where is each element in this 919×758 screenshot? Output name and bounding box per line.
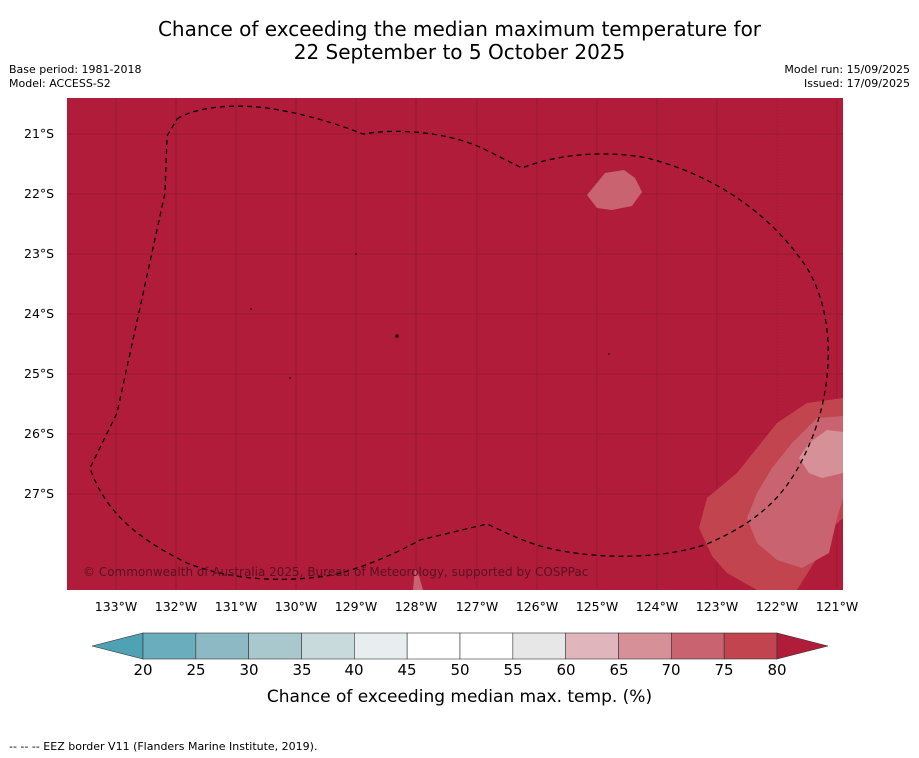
lat-tick-21s: 21°S — [24, 126, 55, 141]
contour-70-patch-south — [413, 568, 423, 590]
lon-tick-129w: 129°W — [334, 599, 378, 614]
colorbar-tick-55: 55 — [503, 661, 523, 679]
colorbar-segment — [671, 632, 725, 660]
lat-tick-26s: 26°S — [24, 426, 55, 441]
lon-tick-128w: 128°W — [394, 599, 438, 614]
colorbar-tick-50: 50 — [450, 661, 470, 679]
lon-tick-124w: 124°W — [635, 599, 679, 614]
colorbar-segment — [248, 632, 302, 660]
eez-footnote: -- -- -- EEZ border V11 (Flanders Marine… — [9, 740, 318, 753]
map-panel: © Commonwealth of Australia 2025, Bureau… — [67, 98, 843, 590]
lon-tick-131w: 131°W — [214, 599, 258, 614]
contour-65-patch-east — [799, 430, 843, 478]
colorbar-tick-20: 20 — [133, 661, 153, 679]
colorbar-tick-45: 45 — [397, 661, 417, 679]
lon-tick-132w: 132°W — [154, 599, 198, 614]
colorbar-tick-40: 40 — [344, 661, 364, 679]
issued-date: Issued: 17/09/2025 — [803, 77, 910, 90]
colorbar-tick-80: 80 — [767, 661, 787, 679]
colorbar-segment — [459, 632, 514, 660]
colorbar-segment — [301, 632, 355, 660]
colorbar-segment — [565, 632, 619, 660]
colorbar — [91, 632, 829, 660]
colorbar-tick-70: 70 — [661, 661, 681, 679]
colorbar-tick-75: 75 — [714, 661, 734, 679]
meta-right: Model run: 15/09/2025 Issued: 17/09/2025 — [784, 63, 910, 91]
title-line-2: 22 September to 5 October 2025 — [293, 40, 626, 64]
colorbar-tick-65: 65 — [609, 661, 629, 679]
colorbar-segment — [354, 632, 408, 660]
colorbar-tick-60: 60 — [556, 661, 576, 679]
colorbar-segment — [142, 632, 197, 660]
colorbar-segment — [723, 632, 778, 660]
lat-tick-27s: 27°S — [24, 486, 55, 501]
colorbar-segment — [195, 632, 249, 660]
contour-70-patch-north — [587, 170, 642, 210]
colorbar-segment — [406, 632, 461, 660]
lon-tick-123w: 123°W — [695, 599, 739, 614]
lon-tick-125w: 125°W — [575, 599, 619, 614]
title-line-1: Chance of exceeding the median maximum t… — [157, 17, 762, 41]
colorbar-over-arrow — [776, 632, 829, 660]
colorbar-tick-35: 35 — [292, 661, 312, 679]
colorbar-tick-30: 30 — [239, 661, 259, 679]
chart-title: Chance of exceeding the median maximum t… — [0, 18, 919, 64]
lat-tick-23s: 23°S — [24, 246, 55, 261]
lat-tick-25s: 25°S — [24, 366, 55, 381]
lat-tick-24s: 24°S — [24, 306, 55, 321]
colorbar-under-arrow — [91, 632, 144, 660]
map-copyright: © Commonwealth of Australia 2025, Bureau… — [83, 565, 588, 579]
lat-tick-22s: 22°S — [24, 186, 55, 201]
model-name: Model: ACCESS-S2 — [9, 77, 111, 90]
lon-tick-126w: 126°W — [515, 599, 559, 614]
lon-tick-130w: 130°W — [274, 599, 318, 614]
lon-tick-122w: 122°W — [755, 599, 799, 614]
eez-border — [89, 105, 829, 580]
base-period: Base period: 1981-2018 — [9, 63, 142, 76]
lon-tick-133w: 133°W — [94, 599, 138, 614]
colorbar-segment — [618, 632, 672, 660]
colorbar-tick-25: 25 — [186, 661, 206, 679]
lon-tick-121w: 121°W — [815, 599, 859, 614]
meta-left: Base period: 1981-2018 Model: ACCESS-S2 — [9, 63, 141, 91]
colorbar-segment — [512, 632, 566, 660]
lon-tick-127w: 127°W — [455, 599, 499, 614]
model-run: Model run: 15/09/2025 — [784, 63, 910, 76]
colorbar-label: Chance of exceeding median max. temp. (%… — [266, 687, 653, 707]
island-specks — [250, 253, 610, 379]
